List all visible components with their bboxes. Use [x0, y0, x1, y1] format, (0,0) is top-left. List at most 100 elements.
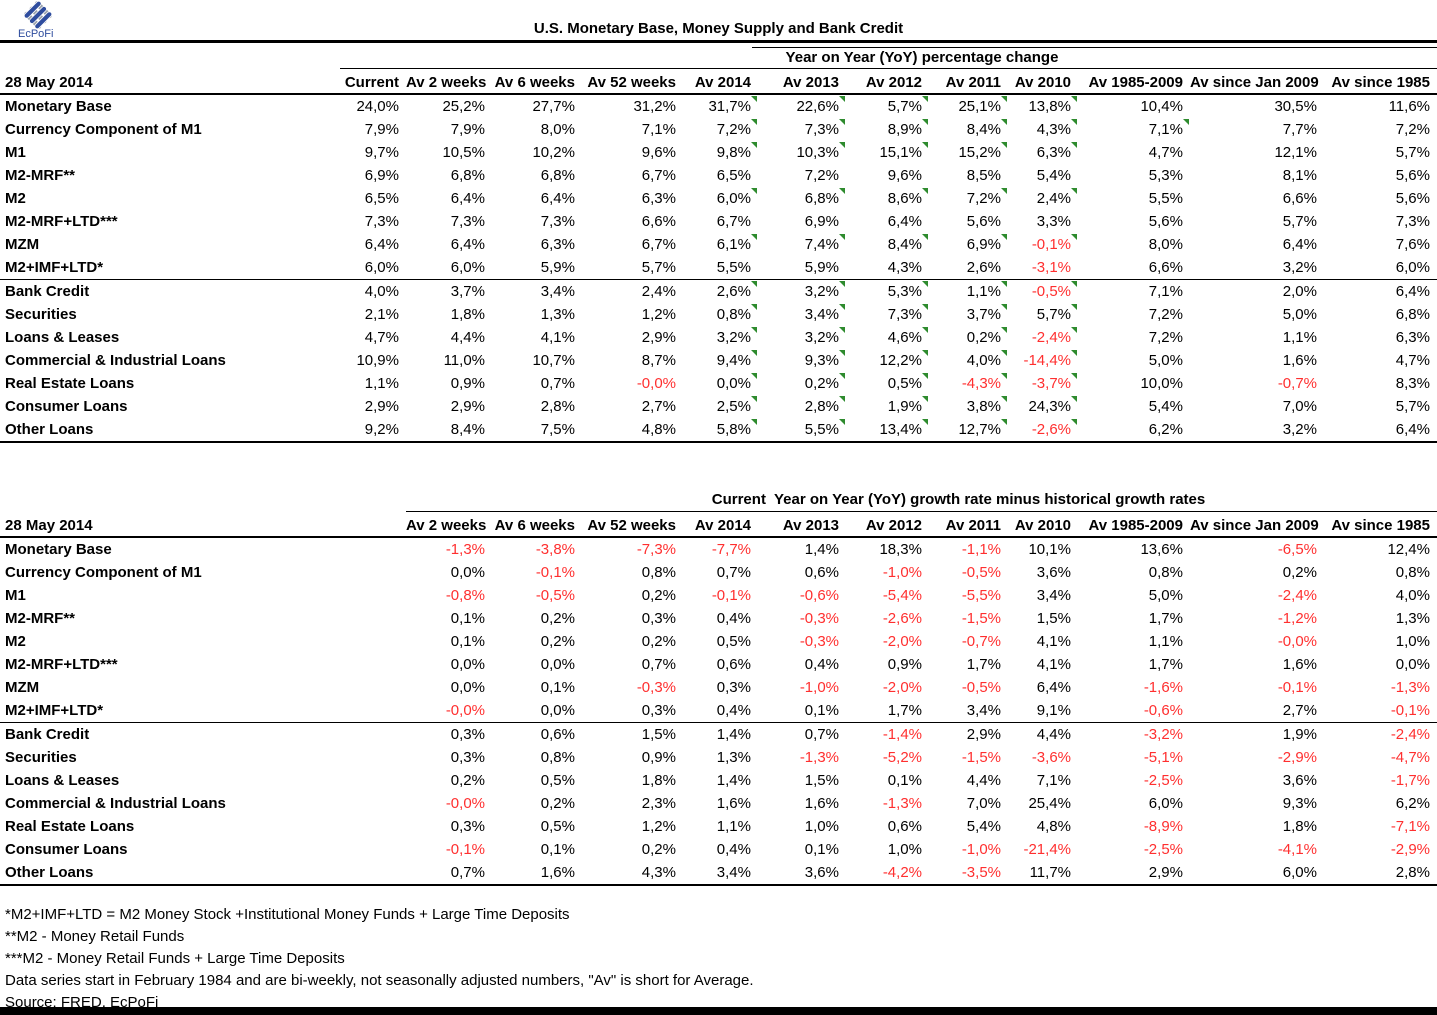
value-cell: 2,4%	[582, 279, 683, 303]
value-cell: 1,1%	[929, 279, 1008, 303]
value-cell: 8,4%	[929, 118, 1008, 141]
value-cell: 3,2%	[758, 326, 846, 349]
value-cell: 7,3%	[364, 213, 399, 230]
value-cell: 6,0%	[683, 187, 758, 210]
value-cell: -0,3%	[799, 633, 839, 650]
value-cell: 0,6%	[804, 564, 839, 581]
value-cell: -0,3%	[799, 610, 839, 627]
value-cell: 0,6%	[887, 818, 922, 835]
value-cell: -21,4%	[1023, 841, 1071, 858]
value-cell: 1,5%	[582, 722, 683, 746]
comment-flag-icon	[1071, 96, 1077, 102]
value-cell: 9,3%	[1282, 795, 1317, 812]
value-cell: 8,4%	[450, 421, 485, 438]
column-header: Av 2014	[683, 511, 758, 538]
value-cell: 5,4%	[966, 818, 1001, 835]
value-cell: 7,6%	[1395, 236, 1430, 253]
value-cell: -14,4%	[1008, 349, 1078, 372]
value-cell: 0,3%	[641, 702, 676, 719]
row-label: M2-MRF**	[5, 167, 75, 184]
table-row: M2 6,5% 6,4% 6,4% 6,3% 6,0% 6,8% 8,6% 7,2% 2,4% 5,…	[0, 187, 1437, 210]
value-cell: 9,3%	[758, 349, 846, 372]
row-label: Other Loans	[5, 864, 94, 881]
row-label: M2-MRF+LTD***	[5, 656, 118, 673]
footnote-m2-imf-ltd: *M2+IMF+LTD = M2 Money Stock +Institutio…	[5, 906, 570, 923]
row-label: Commercial & Industrial Loans	[5, 795, 226, 812]
value-cell: 12,1%	[1274, 144, 1317, 161]
value-cell: 5,5%	[1148, 190, 1183, 207]
value-cell: -0,7%	[961, 633, 1001, 650]
value-cell: 5,8%	[683, 418, 758, 442]
comment-flag-icon	[1183, 119, 1189, 125]
comment-flag-icon	[751, 96, 757, 102]
value-cell: 2,8%	[540, 398, 575, 415]
value-cell: 5,6%	[1395, 167, 1430, 184]
table-row: Other Loans 0,7% 1,6% 4,3% 3,4% 3,6% -4,2% -3,5…	[0, 861, 1437, 885]
value-cell: 4,3%	[1008, 118, 1078, 141]
value-cell: 13,6%	[1140, 541, 1183, 558]
table2: 28 May 2014 Av 2 weeks Av 6 weeks Av 52 wee…	[0, 511, 1437, 886]
value-cell: -2,4%	[1008, 326, 1078, 349]
value-cell: 12,7%	[929, 418, 1008, 442]
comment-flag-icon	[1001, 327, 1007, 333]
comment-flag-icon	[839, 373, 845, 379]
value-cell: -2,0%	[882, 633, 922, 650]
comment-flag-icon	[839, 188, 845, 194]
value-cell: 0,0%	[683, 372, 758, 395]
value-cell: -0,6%	[1143, 702, 1183, 719]
value-cell: 3,4%	[758, 303, 846, 326]
value-cell: -3,5%	[961, 864, 1001, 881]
value-cell: 1,1%	[1148, 633, 1183, 650]
value-cell: -6,5%	[1277, 541, 1317, 558]
value-cell: 1,8%	[450, 306, 485, 323]
value-cell: -2,9%	[1277, 749, 1317, 766]
value-cell: 6,0%	[1282, 864, 1317, 881]
comment-flag-icon	[1001, 350, 1007, 356]
value-cell: 6,4%	[1036, 679, 1071, 696]
value-cell: -2,6%	[882, 610, 922, 627]
value-cell: 24,0%	[356, 98, 399, 115]
value-cell: 0,2%	[641, 841, 676, 858]
value-cell: 10,1%	[1028, 541, 1071, 558]
comment-flag-icon	[922, 419, 928, 425]
value-cell: 0,4%	[804, 656, 839, 673]
value-cell: 13,4%	[846, 418, 929, 442]
value-cell: 5,3%	[1148, 167, 1183, 184]
row-label: Bank Credit	[0, 279, 340, 303]
comment-flag-icon	[751, 142, 757, 148]
value-cell: -5,1%	[1143, 749, 1183, 766]
value-cell: -3,7%	[1008, 372, 1078, 395]
value-cell: 7,1%	[1036, 772, 1071, 789]
comment-flag-icon	[839, 119, 845, 125]
comment-flag-icon	[751, 350, 757, 356]
value-cell: 0,4%	[716, 702, 751, 719]
value-cell: 10,9%	[356, 352, 399, 369]
value-cell: 5,4%	[1148, 398, 1183, 415]
comment-flag-icon	[1071, 327, 1077, 333]
row-label: Monetary Base	[5, 98, 112, 115]
value-cell: 8,5%	[966, 167, 1001, 184]
value-cell: 1,8%	[641, 772, 676, 789]
value-cell: 3,6%	[1282, 772, 1317, 789]
comment-flag-icon	[839, 304, 845, 310]
value-cell: 2,7%	[641, 398, 676, 415]
table-row: Loans & Leases 4,7% 4,4% 4,1% 2,9% 3,2% 3,2% 4,…	[0, 326, 1437, 349]
knot-icon	[23, 0, 53, 30]
column-header: Av since Jan 2009	[1190, 511, 1324, 538]
comment-flag-icon	[1071, 142, 1077, 148]
comment-flag-icon	[922, 327, 928, 333]
value-cell: 7,9%	[364, 121, 399, 138]
value-cell: 6,6%	[1148, 259, 1183, 276]
value-cell: -0,1%	[1390, 702, 1430, 719]
value-cell: 8,6%	[846, 187, 929, 210]
value-cell: -0,1%	[711, 587, 751, 604]
value-cell: 1,3%	[716, 749, 751, 766]
value-cell: 3,2%	[1282, 421, 1317, 438]
value-cell: 1,8%	[1282, 818, 1317, 835]
value-cell: 2,7%	[1282, 702, 1317, 719]
comment-flag-icon	[1071, 350, 1077, 356]
value-cell: 4,1%	[540, 329, 575, 346]
value-cell: 5,9%	[804, 259, 839, 276]
value-cell: -1,2%	[1277, 610, 1317, 627]
comment-flag-icon	[1071, 188, 1077, 194]
